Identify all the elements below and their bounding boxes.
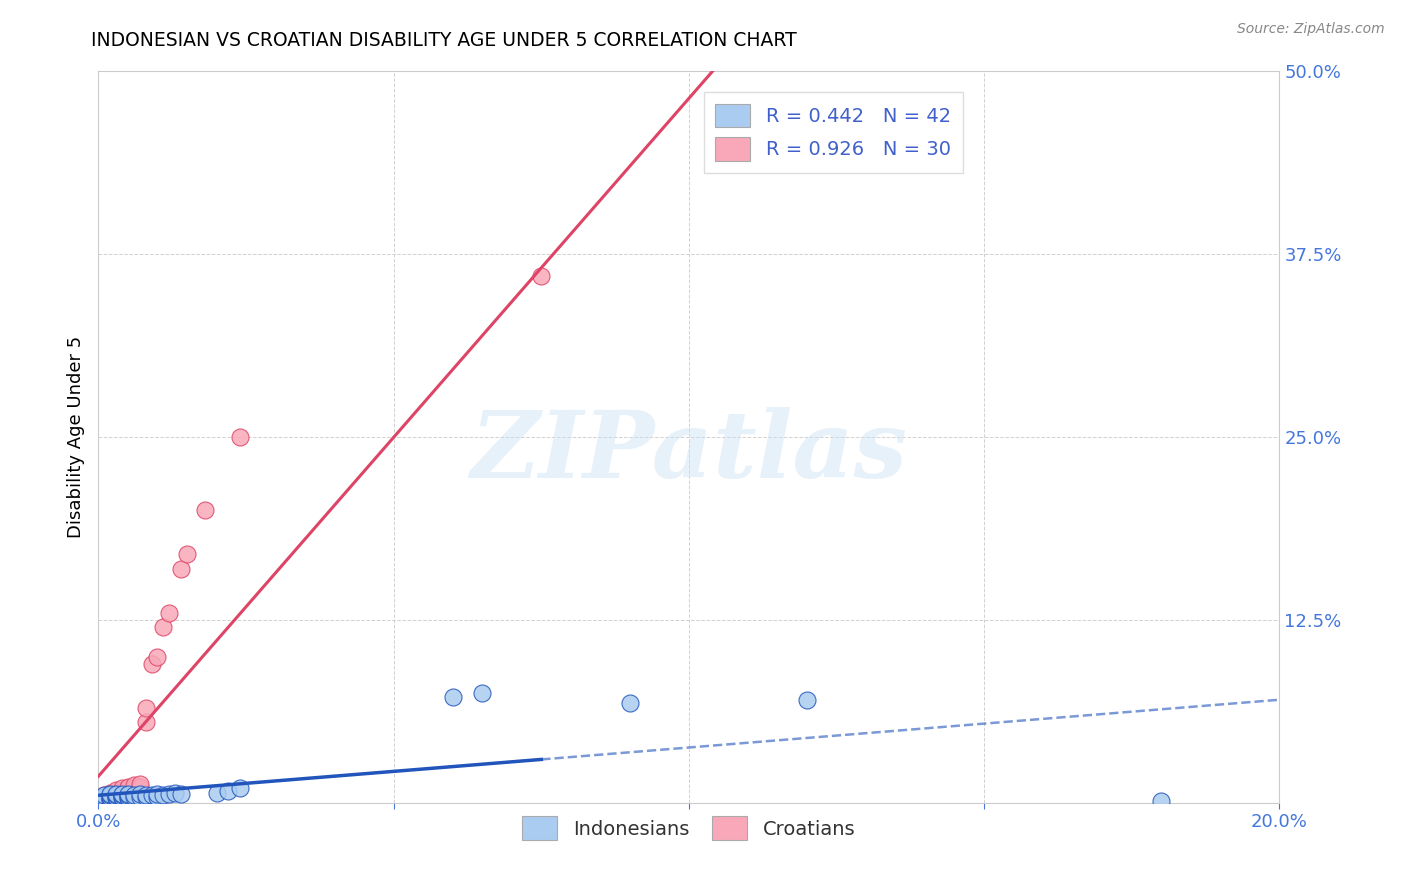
Point: [105, 782, 128, 797]
Y-axis label: Disability Age Under 5: Disability Age Under 5: [66, 336, 84, 538]
Text: INDONESIAN VS CROATIAN DISABILITY AGE UNDER 5 CORRELATION CHART: INDONESIAN VS CROATIAN DISABILITY AGE UN…: [91, 31, 797, 50]
Point: [135, 789, 157, 803]
Point: [146, 789, 169, 804]
Point: [176, 547, 198, 561]
Point: [1150, 794, 1173, 808]
Point: [157, 606, 180, 620]
Point: [105, 789, 128, 804]
Point: [122, 789, 145, 804]
Point: [157, 787, 180, 801]
Point: [170, 787, 193, 801]
Point: [122, 781, 145, 796]
Point: [98, 787, 121, 801]
Point: [98, 786, 121, 800]
Point: [205, 786, 228, 800]
Point: [111, 789, 134, 803]
Point: [105, 787, 128, 801]
Point: [117, 784, 139, 798]
Point: [128, 780, 150, 794]
Text: ZIPatlas: ZIPatlas: [471, 407, 907, 497]
Point: [441, 690, 464, 705]
Point: [217, 784, 239, 798]
Point: [117, 789, 139, 804]
Text: Source: ZipAtlas.com: Source: ZipAtlas.com: [1237, 22, 1385, 37]
Point: [737, 108, 759, 122]
Point: [141, 657, 163, 671]
Point: [111, 789, 134, 804]
Point: [117, 781, 139, 796]
Point: [111, 781, 134, 796]
Point: [105, 789, 128, 803]
Point: [135, 789, 157, 804]
Point: [117, 787, 139, 801]
Point: [117, 789, 139, 803]
Point: [530, 269, 553, 284]
Point: [471, 686, 494, 700]
Point: [146, 787, 169, 801]
Point: [105, 791, 128, 805]
Point: [111, 786, 134, 800]
Point: [229, 430, 252, 444]
Point: [111, 784, 134, 798]
Point: [105, 786, 128, 800]
Point: [619, 696, 641, 710]
Point: [98, 789, 121, 804]
Point: [93, 793, 115, 807]
Point: [98, 791, 121, 805]
Point: [98, 787, 121, 801]
Point: [122, 789, 145, 803]
Point: [117, 780, 139, 794]
Point: [194, 503, 217, 517]
Point: [135, 715, 157, 730]
Point: [93, 789, 115, 803]
Point: [146, 649, 169, 664]
Point: [93, 789, 115, 804]
Point: [93, 789, 115, 804]
Point: [165, 786, 187, 800]
Point: [98, 793, 121, 807]
Point: [98, 789, 121, 803]
Point: [229, 781, 252, 796]
Legend: Indonesians, Croatians: Indonesians, Croatians: [515, 809, 863, 848]
Point: [152, 620, 174, 634]
Point: [128, 787, 150, 801]
Point: [111, 787, 134, 801]
Point: [135, 700, 157, 714]
Point: [796, 693, 818, 707]
Point: [122, 778, 145, 792]
Point: [170, 562, 193, 576]
Point: [141, 789, 163, 803]
Point: [105, 787, 128, 801]
Point: [111, 791, 134, 805]
Point: [98, 789, 121, 803]
Point: [128, 789, 150, 804]
Point: [93, 789, 115, 803]
Point: [128, 777, 150, 791]
Point: [93, 791, 115, 805]
Point: [117, 791, 139, 805]
Point: [152, 789, 174, 803]
